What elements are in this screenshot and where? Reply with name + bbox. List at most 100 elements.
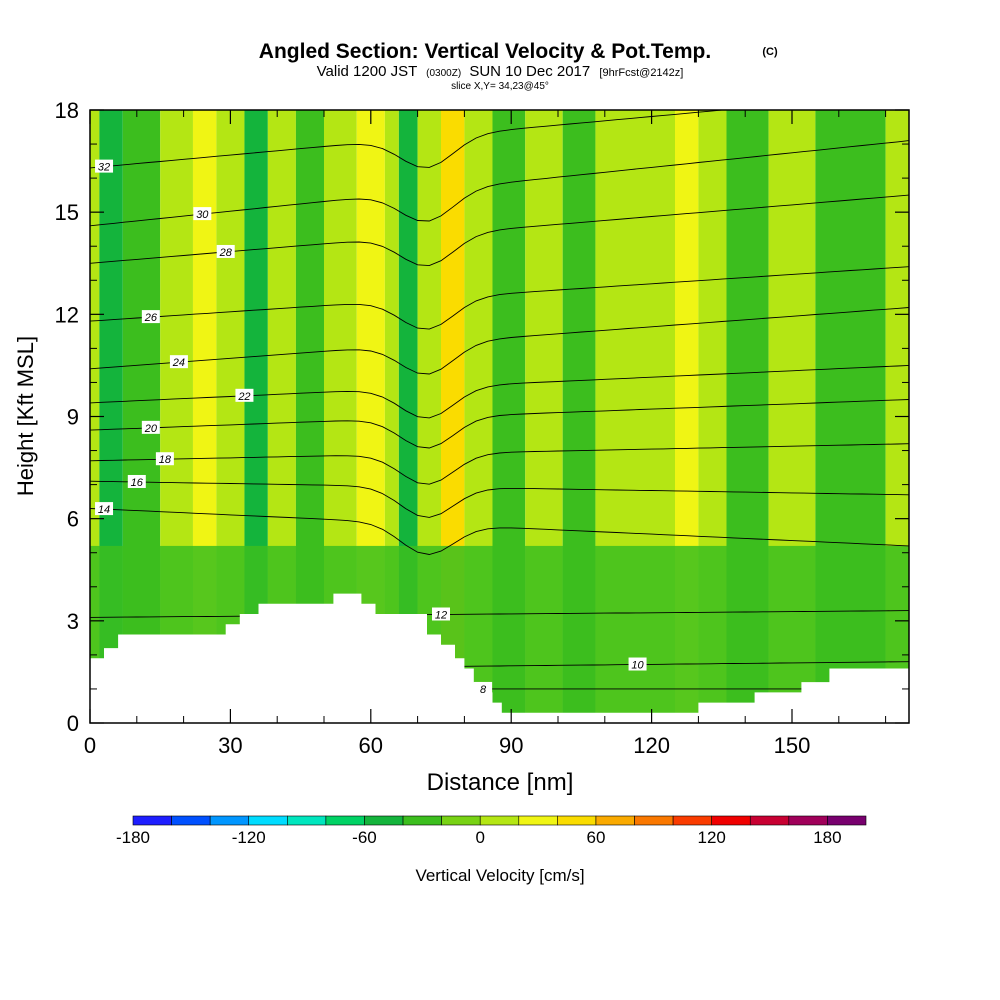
x-tick-label-60: 60: [359, 733, 383, 758]
x-tick-label-120: 120: [633, 733, 670, 758]
contour-label-text: 22: [237, 391, 250, 403]
contour-label-bg: [474, 681, 493, 695]
contour-theta-22: [90, 364, 909, 419]
contour-label-text: 8: [480, 684, 487, 696]
colorbar-swatch-7: [402, 815, 442, 826]
colorbar-tick-label--180: -180: [116, 828, 150, 847]
valid-prefix: Valid 1200 JST: [317, 63, 417, 80]
y-tick-label-15: 15: [55, 200, 79, 225]
colorbar-tick-label--60: -60: [352, 828, 377, 847]
contour-labels: 8 10 12 14 16 18 20 22 24 26 28 30 32: [95, 159, 647, 696]
y-tick-label-3: 3: [67, 609, 79, 634]
x-axis-label: Distance [nm]: [427, 769, 574, 796]
x-tick-label-30: 30: [218, 733, 242, 758]
terrain-polygon: [90, 593, 909, 723]
contour-label-text: 30: [196, 209, 209, 221]
contour-label-20: 20: [141, 420, 160, 435]
colorbar-tick-label-180: 180: [813, 828, 841, 847]
contour-label-text: 26: [144, 312, 158, 324]
y-tick-label-6: 6: [67, 507, 79, 532]
contour-label-text: 12: [435, 610, 447, 622]
contour-label-14: 14: [95, 502, 114, 516]
contour-label-16: 16: [127, 474, 146, 489]
colorbar-swatch-18: [827, 815, 867, 826]
x-tick-label-0: 0: [84, 733, 96, 758]
chart-title: Angled Section: Vertical Velocity & Pot.…: [259, 40, 711, 63]
x-tick-label-90: 90: [499, 733, 523, 758]
colorbar-swatch-10: [518, 815, 558, 826]
colorbar-swatch-3: [248, 815, 288, 826]
valid-line: Valid 1200 JST (0300Z) SUN 10 Dec 2017 […: [317, 63, 684, 80]
contour-theta-30: [90, 140, 909, 227]
colorbar-swatch-14: [672, 815, 712, 826]
contour-label-bg: [141, 420, 160, 434]
terrain-mask: [90, 593, 909, 723]
contour-label-bg: [216, 244, 235, 258]
chart-title-unit: (C): [762, 46, 778, 58]
contour-label-bg: [127, 474, 146, 488]
colorbar-swatch-1: [171, 815, 211, 826]
contour-label-bg: [95, 159, 114, 173]
contour-label-bg: [235, 388, 254, 402]
colorbar-swatch-13: [634, 815, 674, 826]
contour-label-text: 14: [98, 504, 110, 516]
slice-text: slice X,Y= 34,23@45°: [451, 81, 549, 92]
colorbar-swatch-0: [132, 815, 172, 826]
contour-label-32: 32: [95, 159, 114, 174]
contour-theta-12: [90, 610, 909, 618]
colorbar-swatch-15: [711, 815, 751, 826]
contour-label-8: 8: [474, 681, 493, 696]
contour-theta-26: [90, 266, 909, 330]
contour-theta-18: [90, 443, 909, 485]
contour-label-bg: [95, 502, 114, 516]
colorbar-tick-label--120: -120: [232, 828, 266, 847]
vertical-velocity-field: [90, 110, 909, 723]
colorbar-swatch-12: [595, 815, 635, 826]
contour-label-text: 18: [159, 454, 172, 466]
contour-theta-24: [90, 307, 909, 375]
colorbar-label: Vertical Velocity [cm/s]: [415, 866, 584, 885]
contour-label-text: 28: [219, 247, 233, 259]
contour-label-30: 30: [193, 207, 212, 221]
valid-forecast: [9hrFcst@2142z]: [599, 67, 683, 79]
colorbar-swatch-16: [749, 815, 790, 826]
contour-theta-20: [90, 399, 909, 449]
colorbar-swatch-17: [788, 815, 828, 826]
contour-label-18: 18: [155, 452, 174, 466]
contour-label-bg: [432, 607, 450, 621]
contour-theta-32: [90, 110, 728, 169]
contour-label-10: 10: [628, 657, 647, 672]
valid-date: SUN 10 Dec 2017: [469, 63, 590, 80]
contour-label-text: 32: [98, 162, 110, 174]
y-tick-label-18: 18: [55, 98, 79, 123]
colorbar-swatch-6: [364, 815, 404, 826]
valid-utc: (0300Z): [426, 68, 461, 79]
contour-label-28: 28: [216, 244, 235, 259]
colorbar-tick-label-60: 60: [586, 828, 605, 847]
colorbar-swatch-8: [441, 815, 481, 826]
y-tick-label-0: 0: [67, 711, 79, 736]
colorbar-tick-label-120: 120: [697, 828, 725, 847]
colorbar-swatch-4: [287, 815, 327, 826]
contour-label-text: 20: [144, 423, 158, 435]
axes: 0 30 60 90 120 150 0 3 6 9 12 15 18: [55, 98, 909, 758]
contour-label-bg: [169, 355, 188, 369]
contour-label-bg: [141, 310, 160, 324]
colorbar: -180 -120 -60 0 60 120 180: [116, 815, 867, 847]
contour-theta-14: [90, 508, 909, 555]
contour-label-bg: [628, 657, 647, 671]
colorbar-swatch-9: [479, 815, 520, 826]
y-axis-label: Height [Kft MSL]: [13, 336, 38, 496]
colorbar-swatch-5: [325, 815, 365, 826]
contour-theta-16: [90, 480, 909, 518]
colorbar-tick-label-0: 0: [475, 828, 484, 847]
contour-label-12: 12: [432, 607, 450, 622]
x-tick-label-150: 150: [774, 733, 811, 758]
potential-temperature-contours: [90, 110, 909, 690]
contour-label-bg: [193, 207, 212, 221]
contour-label-24: 24: [169, 355, 188, 369]
colorbar-swatch-2: [209, 815, 250, 826]
y-tick-label-9: 9: [67, 405, 79, 430]
y-tick-label-12: 12: [55, 302, 79, 327]
